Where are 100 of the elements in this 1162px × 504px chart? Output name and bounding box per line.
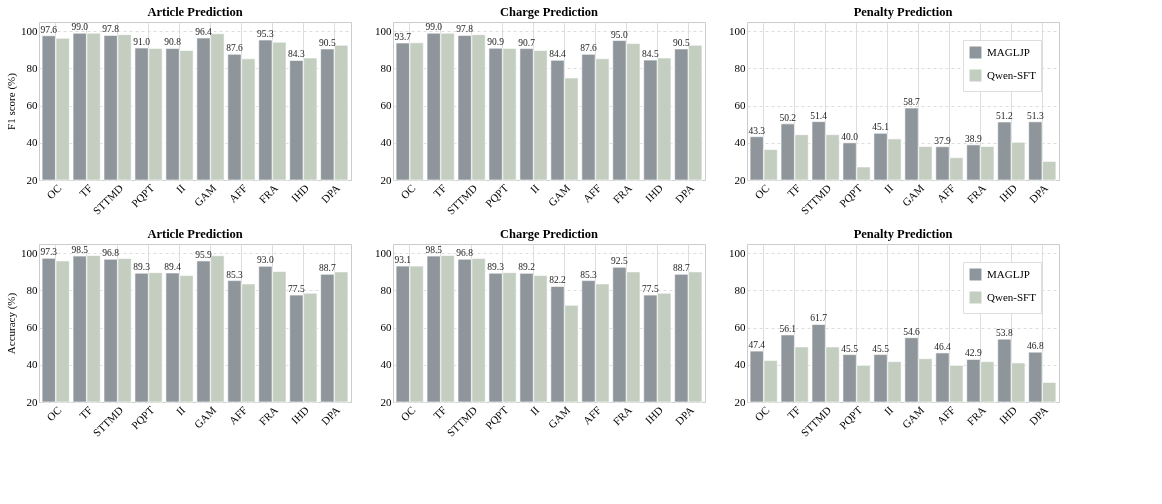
data-label: 47.4 — [748, 340, 766, 351]
data-label: 96.4 — [195, 26, 213, 37]
x-tick-label: II — [173, 403, 188, 418]
data-label: 98.5 — [425, 245, 443, 256]
data-label: 91.0 — [133, 37, 151, 48]
data-label: 88.7 — [673, 263, 690, 274]
x-tick-label: FRA — [964, 181, 989, 206]
data-label: 54.6 — [903, 326, 921, 337]
y-tick-label: 20 — [26, 173, 38, 186]
x-tick-label: II — [881, 403, 896, 418]
y-tick-label: 40 — [734, 136, 746, 149]
x-tick-label: OC — [752, 403, 772, 424]
x-tick-label: OC — [44, 403, 64, 424]
data-label: 43.3 — [748, 125, 766, 136]
x-tick-label: TF — [430, 403, 449, 422]
data-label: 82.2 — [549, 275, 567, 286]
data-label: 38.9 — [965, 133, 982, 144]
legend-label: Qwen-SFT — [987, 68, 1037, 81]
y-tick-label: 40 — [26, 358, 38, 371]
data-label: 90.5 — [319, 37, 336, 48]
data-label: 77.5 — [642, 284, 659, 295]
data-label: 89.3 — [133, 262, 151, 273]
y-tick-label: 40 — [26, 136, 38, 149]
x-tick-label: IHD — [996, 403, 1020, 427]
chart-title: Penalty Prediction — [853, 226, 953, 241]
x-tick-label: FRA — [610, 181, 635, 206]
data-label: 90.7 — [518, 37, 536, 48]
data-label: 56.1 — [779, 323, 797, 334]
x-tick-label: IHD — [642, 403, 666, 427]
data-label: 46.8 — [1027, 341, 1044, 352]
x-tick-label: OC — [44, 181, 64, 202]
y-tick-label: 20 — [734, 395, 746, 408]
y-tick-label: 20 — [734, 173, 746, 186]
y-tick-label: 80 — [734, 61, 746, 74]
chart-title: Charge Prediction — [499, 4, 599, 19]
data-label: 97.8 — [456, 24, 474, 35]
data-label: 89.3 — [487, 262, 505, 273]
data-label: 95.0 — [611, 29, 628, 40]
x-tick-label: FRA — [964, 403, 989, 428]
data-label: 51.2 — [996, 111, 1013, 121]
data-label: 96.8 — [456, 248, 474, 259]
data-label: 87.6 — [580, 43, 598, 54]
x-tick-label: OC — [398, 181, 418, 202]
chart-title: Charge Prediction — [499, 226, 599, 241]
x-tick-label: TF — [430, 181, 449, 200]
data-label: 98.5 — [71, 245, 89, 256]
x-tick-label: II — [527, 403, 542, 418]
y-tick-label: 20 — [380, 173, 392, 186]
y-tick-label: 60 — [380, 99, 392, 112]
data-label: 58.7 — [903, 97, 921, 108]
y-tick-label: 80 — [26, 283, 38, 296]
y-tick-label: 20 — [26, 395, 38, 408]
data-label: 87.6 — [226, 43, 244, 54]
y-tick-label: 60 — [26, 321, 38, 334]
chart-title: Article Prediction — [147, 4, 243, 19]
data-label: 95.3 — [257, 29, 274, 40]
x-tick-label: II — [527, 181, 542, 196]
y-tick-label: 40 — [380, 136, 392, 149]
x-tick-label: DPA — [1026, 403, 1051, 428]
x-tick-label: DPA — [672, 181, 697, 206]
x-tick-label: DPA — [318, 403, 343, 428]
data-label: 51.4 — [810, 110, 828, 121]
y-tick-label: 80 — [380, 283, 392, 296]
legend-label: MAGLJP — [987, 267, 1030, 280]
data-label: 45.5 — [841, 343, 859, 354]
x-tick-label: FRA — [256, 403, 281, 428]
data-label: 46.4 — [934, 341, 952, 352]
y-tick-label: 60 — [734, 321, 746, 334]
data-label: 85.3 — [580, 269, 598, 280]
y-tick-label: 100 — [375, 24, 392, 37]
y-axis-title: Accuracy (%) — [5, 292, 18, 355]
x-tick-label: IHD — [642, 181, 666, 205]
data-label: 50.2 — [779, 112, 797, 123]
data-label: 88.7 — [319, 263, 336, 274]
data-label: 37.9 — [934, 135, 952, 146]
data-label: 45.1 — [872, 122, 890, 133]
data-label: 53.8 — [996, 328, 1013, 339]
y-tick-label: 80 — [380, 61, 392, 74]
data-label: 99.0 — [425, 22, 443, 33]
x-tick-label: FRA — [256, 181, 281, 206]
x-tick-label: IHD — [288, 403, 312, 427]
x-tick-label: II — [881, 181, 896, 196]
data-label: 97.3 — [40, 247, 58, 258]
chart-title: Article Prediction — [147, 226, 243, 241]
x-tick-label: OC — [752, 181, 772, 202]
x-tick-label: DPA — [318, 181, 343, 206]
x-tick-label: TF — [76, 403, 95, 422]
x-tick-label: TF — [784, 181, 803, 200]
y-tick-label: 40 — [734, 358, 746, 371]
data-label: 93.1 — [394, 255, 412, 266]
x-tick-label: IHD — [996, 181, 1020, 205]
x-tick-label: II — [173, 181, 188, 196]
y-tick-label: 80 — [734, 283, 746, 296]
data-label: 90.9 — [487, 37, 505, 48]
x-tick-label: TF — [784, 403, 803, 422]
data-label: 84.3 — [288, 49, 305, 60]
y-tick-label: 100 — [21, 24, 38, 37]
data-label: 85.3 — [226, 269, 244, 280]
data-label: 97.8 — [102, 24, 120, 35]
y-axis-title: F1 score (%) — [5, 72, 18, 130]
